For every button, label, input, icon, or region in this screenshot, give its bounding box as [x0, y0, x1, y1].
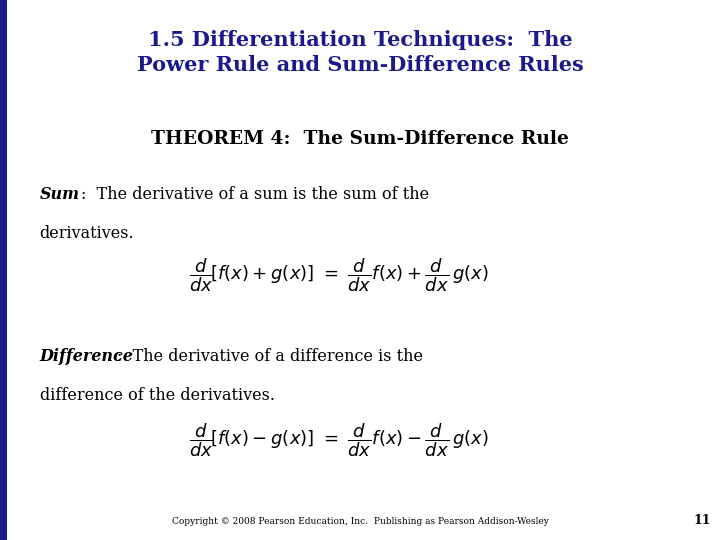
- Text: $\dfrac{d}{dx}\!\left[f(x)-g(x)\right] \ = \ \dfrac{d}{dx}f(x)-\dfrac{d}{dx}\,g(: $\dfrac{d}{dx}\!\left[f(x)-g(x)\right] \…: [189, 421, 488, 459]
- Text: difference of the derivatives.: difference of the derivatives.: [40, 387, 274, 404]
- Text: THEOREM 4:  The Sum-Difference Rule: THEOREM 4: The Sum-Difference Rule: [151, 130, 569, 147]
- Text: 11: 11: [694, 514, 711, 526]
- Text: Sum: Sum: [40, 186, 80, 203]
- Text: derivatives.: derivatives.: [40, 225, 134, 242]
- Text: Difference: Difference: [40, 348, 133, 365]
- Text: :  The derivative of a sum is the sum of the: : The derivative of a sum is the sum of …: [81, 186, 430, 203]
- Text: $\dfrac{d}{dx}\!\left[f(x)+g(x)\right] \ = \ \dfrac{d}{dx}f(x)+\dfrac{d}{dx}\,g(: $\dfrac{d}{dx}\!\left[f(x)+g(x)\right] \…: [189, 256, 488, 294]
- Bar: [0, 0, 7, 540]
- Text: :  The derivative of a difference is the: : The derivative of a difference is the: [117, 348, 423, 365]
- Text: Copyright © 2008 Pearson Education, Inc.  Publishing as Pearson Addison-Wesley: Copyright © 2008 Pearson Education, Inc.…: [171, 517, 549, 526]
- Text: 1.5 Differentiation Techniques:  The
Power Rule and Sum-Difference Rules: 1.5 Differentiation Techniques: The Powe…: [137, 30, 583, 75]
